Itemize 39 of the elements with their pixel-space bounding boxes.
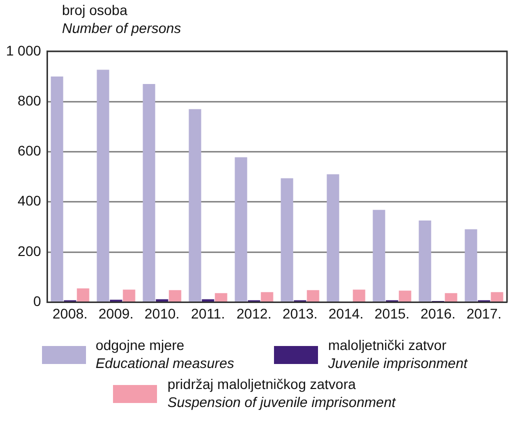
bar [352, 290, 366, 302]
x-tick-label: 2015. [374, 305, 410, 322]
bar [168, 290, 182, 302]
bar [50, 76, 64, 302]
y-tick-label: 1 000 [6, 42, 42, 58]
bar [96, 70, 110, 302]
bar [398, 290, 412, 302]
y-tick-label: 0 [33, 293, 42, 310]
bar [444, 293, 458, 302]
legend-label: pridržaj maloljetničkog zatvora Suspension of juvenile imprisonment [167, 376, 396, 411]
bar [122, 290, 136, 302]
bar [188, 109, 202, 302]
bar [142, 84, 156, 302]
y-axis-title: broj osoba Number of persons [62, 2, 182, 37]
bar [76, 288, 90, 302]
x-tick-label: 2008. [52, 305, 88, 322]
x-tick-label: 2013. [282, 305, 318, 322]
x-tick-label: 2010. [144, 305, 180, 322]
legend-label: maloljetnički zatvor Juvenile imprisonment [328, 337, 468, 372]
y-tick-label: 400 [18, 192, 42, 209]
bar [260, 292, 274, 302]
x-tick-label: 2016. [420, 305, 456, 322]
bar [280, 178, 294, 302]
bar [490, 292, 504, 302]
x-tick-label: 2009. [98, 305, 134, 322]
y-tick-label: 200 [18, 242, 42, 259]
y-tick-label: 600 [18, 142, 42, 159]
x-tick-label: 2012. [236, 305, 272, 322]
bar [306, 290, 320, 302]
y-tick-label: 800 [18, 92, 42, 108]
bar [372, 210, 386, 302]
x-tick-label: 2017. [466, 305, 502, 322]
bar [326, 174, 340, 302]
bar [214, 293, 228, 302]
bar [464, 229, 478, 302]
bar [234, 157, 248, 302]
x-tick-label: 2014. [328, 305, 364, 322]
bar [418, 220, 432, 302]
x-tick-label: 2011. [191, 305, 226, 322]
